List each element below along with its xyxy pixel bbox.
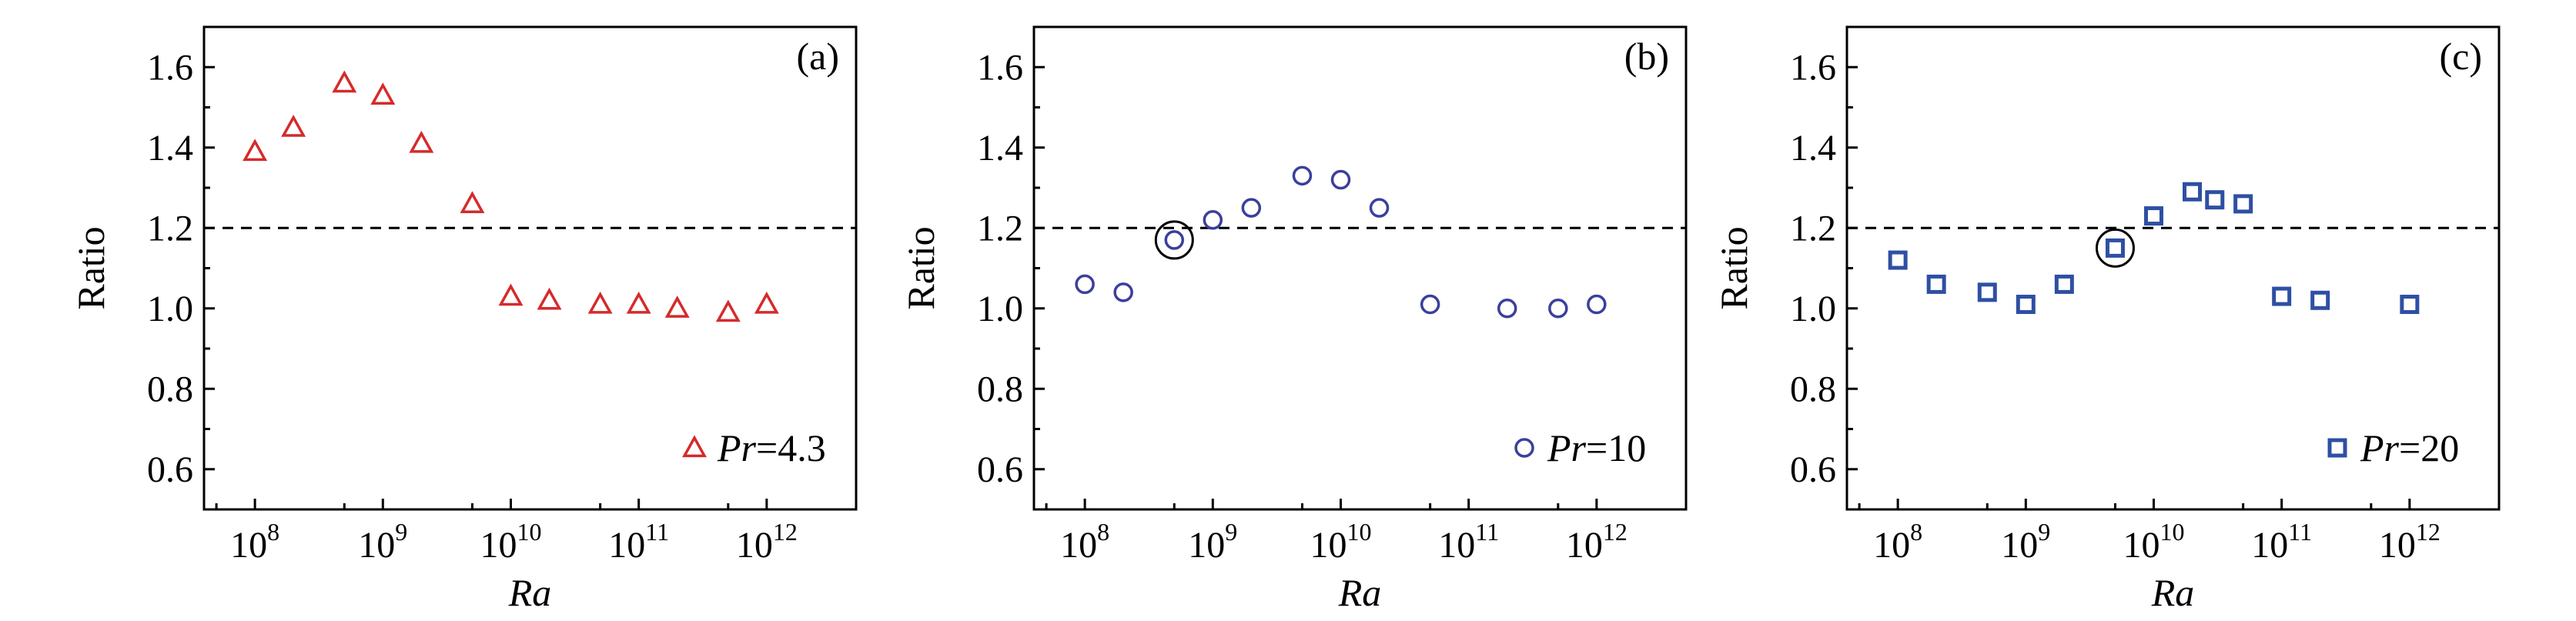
data-point <box>370 82 396 105</box>
data-point <box>2054 274 2074 294</box>
x-tick-label: 1011 <box>2251 518 2312 566</box>
legend-label: Pr=10 <box>1547 426 1646 469</box>
data-point <box>1587 294 1607 315</box>
legend-marker <box>2327 438 2347 458</box>
data-point <box>281 115 306 137</box>
y-tick-label: 1.2 <box>147 208 193 249</box>
x-tick-label: 1010 <box>480 518 541 566</box>
highlight-circle <box>2095 228 2135 268</box>
panel-label: (a) <box>797 35 840 78</box>
y-tick-label: 1.6 <box>977 47 1023 88</box>
highlight-circle <box>1154 220 1194 260</box>
data-point <box>460 191 485 214</box>
data-point <box>1292 165 1313 186</box>
x-tick-label: 1011 <box>1438 518 1499 566</box>
y-tick-label: 0.6 <box>1790 449 1836 490</box>
data-point <box>1113 282 1133 302</box>
x-axis-label: Ra <box>508 571 552 614</box>
y-axis-label: Ratio <box>1712 226 1755 309</box>
data-point <box>1164 230 1185 250</box>
data-point <box>1497 299 1517 319</box>
y-tick-label: 1.6 <box>1790 47 1836 88</box>
x-tick-label: 1012 <box>1566 518 1628 566</box>
data-point <box>1420 294 1440 315</box>
data-point <box>1548 299 1568 319</box>
x-tick-label: 1012 <box>2379 518 2441 566</box>
y-tick-label: 1.4 <box>1790 128 1836 169</box>
data-point <box>1369 198 1390 218</box>
data-point <box>754 291 779 314</box>
data-point <box>2233 194 2253 214</box>
x-axis-label: Ra <box>1338 571 1382 614</box>
data-point <box>2205 190 2225 210</box>
data-point <box>2105 238 2125 258</box>
panel-1: 0.6 0.8 1.0 1.2 1.4 1.6 108 109 1010 1011 1012 Rati… <box>69 25 858 614</box>
data-point <box>1977 282 1997 302</box>
data-point <box>1203 210 1223 230</box>
data-point <box>1241 198 1262 218</box>
y-tick-label: 1.4 <box>977 128 1023 169</box>
y-axis-label: Ratio <box>69 226 112 309</box>
x-tick-label: 1010 <box>2123 518 2184 566</box>
x-tick-label: 1011 <box>608 518 669 566</box>
x-axis-label: Ra <box>2151 571 2195 614</box>
y-tick-label: 1.6 <box>147 47 193 88</box>
data-point <box>2310 290 2330 310</box>
data-point <box>664 295 690 318</box>
x-tick-label: 1010 <box>1310 518 1371 566</box>
x-tick-label: 108 <box>1873 518 1922 566</box>
y-tick-label: 0.8 <box>147 369 193 409</box>
y-tick-label: 1.2 <box>977 208 1023 249</box>
legend-marker <box>682 435 707 458</box>
panel-label: (c) <box>2440 35 2483 78</box>
panel-3: 0.6 0.8 1.0 1.2 1.4 1.6 108 109 1010 1011 1012 Rati… <box>1712 25 2501 614</box>
data-point <box>2272 286 2292 306</box>
x-tick-label: 1012 <box>736 518 798 566</box>
legend-label: Pr=4.3 <box>717 426 826 469</box>
y-tick-label: 1.2 <box>1790 208 1836 249</box>
panel-label: (b) <box>1624 35 1669 78</box>
y-tick-label: 0.6 <box>147 449 193 490</box>
data-point <box>587 291 613 314</box>
legend-marker <box>1514 438 1534 458</box>
data-point <box>409 130 434 153</box>
y-tick-label: 0.8 <box>977 369 1023 409</box>
x-tick-label: 109 <box>1188 518 1237 566</box>
y-axis-label: Ratio <box>899 226 942 309</box>
data-point <box>1926 274 1946 294</box>
y-tick-label: 1.0 <box>147 289 193 329</box>
x-tick-label: 109 <box>358 518 407 566</box>
data-point <box>1075 274 1095 295</box>
data-point <box>498 283 524 306</box>
data-point <box>2400 295 2420 315</box>
data-point <box>2183 182 2203 202</box>
panel-2: 0.6 0.8 1.0 1.2 1.4 1.6 108 109 1010 1011 1012 Rati… <box>899 25 1688 614</box>
y-tick-label: 1.4 <box>147 128 193 169</box>
x-tick-label: 108 <box>230 518 279 566</box>
legend-label: Pr=20 <box>2360 426 2459 469</box>
y-tick-label: 1.0 <box>977 289 1023 329</box>
data-point <box>537 287 562 310</box>
x-tick-label: 108 <box>1060 518 1109 566</box>
data-point <box>332 70 357 93</box>
y-tick-label: 1.0 <box>1790 289 1836 329</box>
y-tick-label: 0.6 <box>977 449 1023 490</box>
data-point <box>2016 295 2036 315</box>
data-point <box>715 299 741 322</box>
data-point <box>626 291 651 314</box>
data-point <box>1888 250 1908 270</box>
y-tick-label: 0.8 <box>1790 369 1836 409</box>
x-tick-label: 109 <box>2001 518 2050 566</box>
data-point <box>2143 206 2163 226</box>
data-point <box>243 139 268 162</box>
data-point <box>1330 169 1351 190</box>
